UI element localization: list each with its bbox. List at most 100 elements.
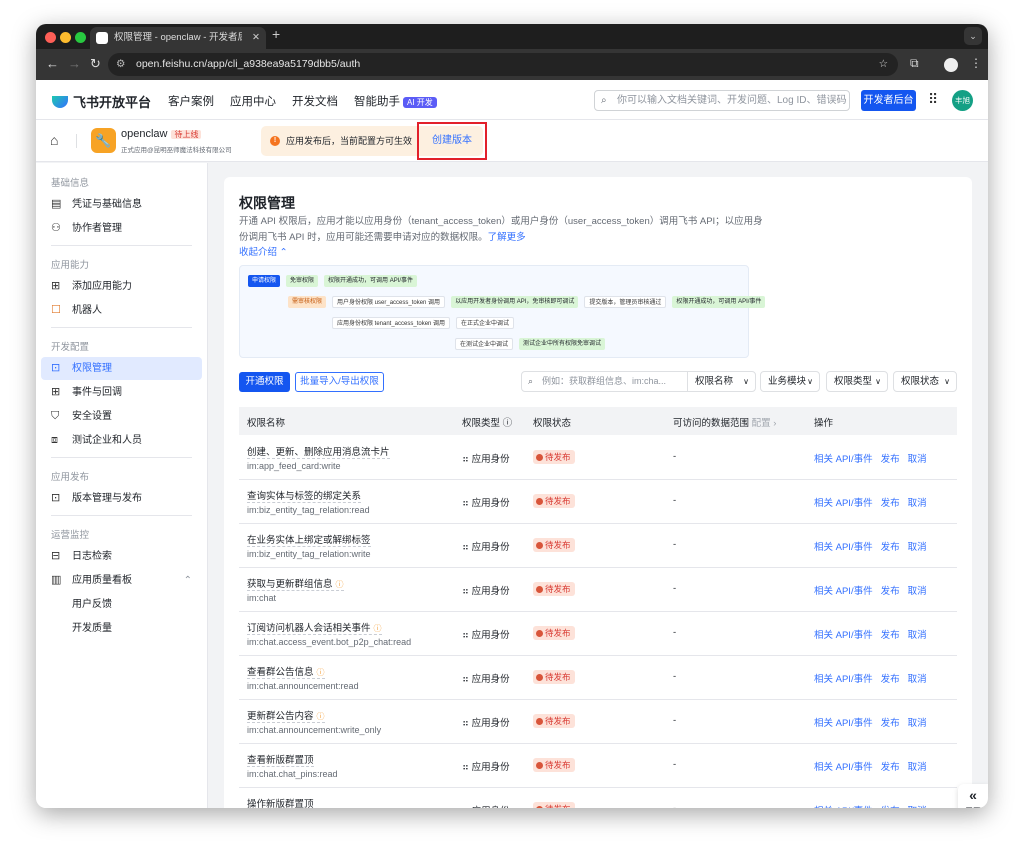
sidebar-item[interactable]: ⛉ 安全设置 — [41, 405, 202, 428]
permission-name[interactable]: 查询实体与标签的绑定关系 — [247, 488, 362, 503]
nav-docs[interactable]: 开发文档 — [292, 96, 338, 108]
permission-name[interactable]: 操作新版群置顶 — [247, 796, 314, 808]
browser-tab[interactable]: 权限管理 - openclaw - 开发者后台 ✕ — [90, 27, 266, 49]
more-menu-icon[interactable]: ⋮ — [970, 56, 982, 70]
sidebar-subitem[interactable]: 用户反馈 — [41, 593, 202, 616]
collapse-intro-button[interactable]: 收起介绍 ⌃ — [239, 245, 764, 260]
sidebar-item[interactable]: ⊞ 事件与回调 — [41, 381, 202, 404]
nav-app-center[interactable]: 应用中心 — [230, 96, 276, 108]
avatar[interactable]: 丰旭 — [952, 90, 973, 111]
publish-link[interactable]: 发布 — [880, 674, 900, 685]
related-api-link[interactable]: 相关 API/事件 — [814, 542, 873, 553]
site-settings-icon[interactable]: ⚙ — [116, 58, 126, 70]
related-api-link[interactable]: 相关 API/事件 — [814, 674, 873, 685]
cancel-link[interactable]: 取消 — [907, 454, 927, 465]
permission-name[interactable]: 在业务实体上绑定或解绑标签 — [247, 532, 371, 547]
sidebar-item[interactable]: ⧈ 测试企业和人员 — [41, 429, 202, 452]
info-icon[interactable]: ⓘ — [373, 624, 382, 633]
identity-grid-icon: ⠶ — [462, 586, 469, 597]
doc-search-input[interactable]: ⌕ 你可以输入文档关键词、开发问题、Log ID、错误码 — [594, 90, 850, 111]
help-icon[interactable]: ⓘ — [502, 418, 513, 429]
publish-link[interactable]: 发布 — [880, 762, 900, 773]
cancel-link[interactable]: 取消 — [907, 718, 927, 729]
cancel-link[interactable]: 取消 — [907, 762, 927, 773]
permission-name[interactable]: 更新群公告内容 ⓘ — [247, 708, 325, 723]
sidebar-item[interactable]: ☐ 机器人 — [41, 299, 202, 322]
permission-name[interactable]: 创建、更新、删除应用消息流卡片 — [247, 444, 390, 459]
batch-import-export-button[interactable]: 批量导入/导出权限 — [295, 372, 384, 392]
developer-console-button[interactable]: 开发者后台 — [861, 90, 916, 111]
related-api-link[interactable]: 相关 API/事件 — [814, 454, 873, 465]
sidebar-item[interactable]: ▥ 应用质量看板 ⌃ — [41, 569, 202, 592]
related-api-link[interactable]: 相关 API/事件 — [814, 586, 873, 597]
open-permission-button[interactable]: 开通权限 — [239, 372, 290, 392]
col-type: 权限类型 ⓘ — [462, 415, 512, 429]
related-api-link[interactable]: 相关 API/事件 — [814, 762, 873, 773]
tab-search-button[interactable]: ⌄ — [964, 27, 982, 45]
configure-scope-link[interactable]: 配置 › — [751, 418, 777, 429]
business-module-filter[interactable]: 业务模块 ∨ — [760, 371, 820, 392]
permission-name[interactable]: 查看新版群置顶 — [247, 752, 314, 767]
publish-link[interactable]: 发布 — [880, 542, 900, 553]
upload-icon: ⊡ — [51, 492, 61, 504]
sidebar-subitem[interactable]: 开发质量 — [41, 617, 202, 640]
apps-grid-icon[interactable]: ⠿ — [928, 91, 939, 107]
select-label: 业务模块 — [768, 376, 807, 387]
extensions-icon[interactable]: ⧉ — [910, 56, 919, 70]
sidebar-item[interactable]: ⊡ 权限管理 — [41, 357, 202, 380]
url-field[interactable]: ⚙ open.feishu.cn/app/cli_a938ea9a5179dbb5… — [108, 53, 898, 76]
close-tab-icon[interactable]: ✕ — [252, 32, 260, 43]
related-api-link[interactable]: 相关 API/事件 — [814, 498, 873, 509]
minimize-button[interactable] — [60, 32, 71, 43]
publish-link[interactable]: 发布 — [880, 498, 900, 509]
sidebar-item[interactable]: ▤ 凭证与基础信息 — [41, 193, 202, 216]
publish-link[interactable]: 发布 — [880, 718, 900, 729]
data-scope: - — [673, 671, 677, 682]
info-icon[interactable]: ⓘ — [316, 668, 325, 677]
publish-link[interactable]: 发布 — [880, 630, 900, 641]
nav-cases[interactable]: 客户案例 — [168, 96, 214, 108]
nav-assistant[interactable]: 智能助手 AI 开发 — [354, 93, 437, 109]
diagram-test-debug: 在测试企业中调试 — [455, 338, 514, 350]
permission-name[interactable]: 订阅访问机器人会话相关事件 ⓘ — [247, 620, 382, 635]
info-icon[interactable]: ⓘ — [335, 580, 344, 589]
permission-name[interactable]: 获取与更新群组信息 ⓘ — [247, 576, 344, 591]
create-version-button[interactable]: 创建版本 — [417, 122, 487, 160]
profile-icon[interactable] — [944, 58, 958, 72]
sidebar-item[interactable]: ⊟ 日志检索 — [41, 545, 202, 568]
forward-icon[interactable]: → — [68, 56, 81, 71]
cancel-link[interactable]: 取消 — [907, 586, 927, 597]
sidebar-item[interactable]: ⚇ 协作者管理 — [41, 217, 202, 240]
new-tab-button[interactable]: + — [272, 26, 281, 42]
related-api-link[interactable]: 相关 API/事件 — [814, 803, 873, 808]
home-icon[interactable]: ⌂ — [50, 132, 59, 148]
info-icon[interactable]: ⓘ — [316, 712, 325, 721]
status-badge: 待发布 — [533, 582, 575, 596]
bookmark-star-icon[interactable]: ☆ — [878, 58, 888, 70]
chevron-up-icon[interactable]: ⌃ — [183, 575, 192, 586]
publish-link[interactable]: 发布 — [881, 803, 900, 808]
publish-link[interactable]: 发布 — [880, 454, 900, 465]
reload-icon[interactable]: ↻ — [90, 56, 101, 71]
logo[interactable]: 飞书开放平台 — [52, 92, 151, 111]
cancel-link[interactable]: 取消 — [907, 542, 927, 553]
search-field-select[interactable]: 权限名称 ∨ — [687, 371, 756, 392]
permission-search-input[interactable]: ⌕ 例如：获取群组信息、im:cha... — [521, 371, 688, 392]
cancel-link[interactable]: 取消 — [907, 674, 927, 685]
sidebar-item[interactable]: ⊡ 版本管理与发布 — [41, 487, 202, 510]
expand-panel-button[interactable]: « 展开 — [958, 784, 988, 808]
permission-type-filter[interactable]: 权限类型 ∨ — [826, 371, 888, 392]
sidebar-item[interactable]: ⊞ 添加应用能力 — [41, 275, 202, 298]
back-icon[interactable]: ← — [46, 56, 59, 71]
cancel-link[interactable]: 取消 — [908, 803, 927, 808]
close-window-button[interactable] — [45, 32, 56, 43]
cancel-link[interactable]: 取消 — [907, 630, 927, 641]
publish-link[interactable]: 发布 — [880, 586, 900, 597]
cancel-link[interactable]: 取消 — [907, 498, 927, 509]
related-api-link[interactable]: 相关 API/事件 — [814, 718, 873, 729]
permission-status-filter[interactable]: 权限状态 ∨ — [893, 371, 957, 392]
related-api-link[interactable]: 相关 API/事件 — [814, 630, 873, 641]
maximize-button[interactable] — [75, 32, 86, 43]
learn-more-link[interactable]: 了解更多 — [487, 231, 526, 243]
permission-name[interactable]: 查看群公告信息 ⓘ — [247, 664, 325, 679]
